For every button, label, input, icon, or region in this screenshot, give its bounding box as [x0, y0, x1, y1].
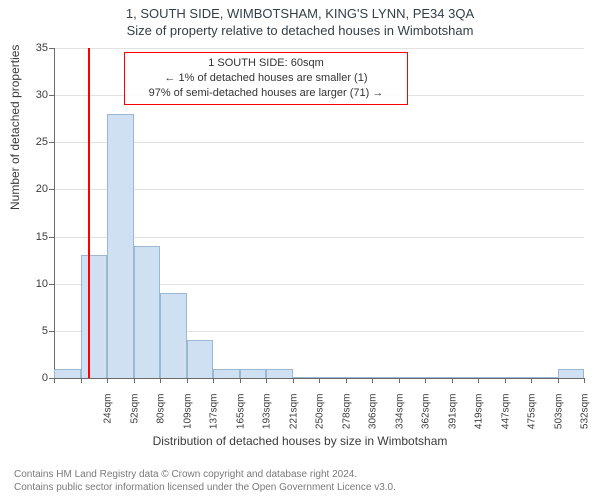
x-tick-mark	[81, 378, 82, 383]
grid-line	[54, 142, 584, 143]
x-tick-mark	[558, 378, 559, 383]
x-tick-label: 334sqm	[394, 394, 405, 444]
x-tick-label: 532sqm	[580, 394, 591, 444]
plot-region: 1 SOUTH SIDE: 60sqm← 1% of detached hous…	[54, 48, 584, 378]
histogram-bar	[160, 293, 187, 378]
histogram-bar	[399, 377, 426, 378]
x-tick-label: 391sqm	[447, 394, 458, 444]
x-tick-label: 419sqm	[474, 394, 485, 444]
histogram-bar	[293, 377, 320, 378]
histogram-bar	[478, 377, 505, 378]
x-tick-mark	[425, 378, 426, 383]
histogram-bar	[452, 377, 479, 378]
x-tick-mark	[478, 378, 479, 383]
x-tick-label: 278sqm	[341, 394, 352, 444]
histogram-bar	[54, 369, 81, 378]
x-tick-label: 109sqm	[182, 394, 193, 444]
footer-line-1: Contains HM Land Registry data © Crown c…	[14, 468, 396, 481]
y-tick-label: 25	[18, 136, 48, 148]
x-tick-label: 250sqm	[315, 394, 326, 444]
x-tick-label: 306sqm	[368, 394, 379, 444]
histogram-bar	[81, 255, 108, 378]
x-tick-mark	[584, 378, 585, 383]
y-tick-label: 30	[18, 89, 48, 101]
x-tick-label: 221sqm	[288, 394, 299, 444]
x-tick-label: 475sqm	[527, 394, 538, 444]
x-tick-mark	[213, 378, 214, 383]
x-tick-label: 165sqm	[235, 394, 246, 444]
chart-container: 1, SOUTH SIDE, WIMBOTSHAM, KING'S LYNN, …	[0, 0, 600, 500]
x-tick-mark	[372, 378, 373, 383]
x-tick-mark	[346, 378, 347, 383]
grid-line	[54, 48, 584, 49]
x-tick-label: 193sqm	[262, 394, 273, 444]
x-tick-mark	[293, 378, 294, 383]
histogram-bar	[266, 369, 293, 378]
x-tick-label: 362sqm	[421, 394, 432, 444]
info-box-line: 1 SOUTH SIDE: 60sqm	[131, 56, 401, 71]
x-tick-label: 80sqm	[156, 394, 167, 444]
histogram-bar	[134, 246, 161, 378]
x-tick-label: 503sqm	[553, 394, 564, 444]
x-tick-label: 24sqm	[103, 394, 114, 444]
y-tick-label: 10	[18, 278, 48, 290]
info-box-line: ← 1% of detached houses are smaller (1)	[131, 71, 401, 86]
x-tick-label: 137sqm	[209, 394, 220, 444]
y-tick-label: 20	[18, 183, 48, 195]
histogram-bar	[531, 377, 558, 378]
page-title: 1, SOUTH SIDE, WIMBOTSHAM, KING'S LYNN, …	[0, 0, 600, 21]
x-tick-mark	[54, 378, 55, 383]
info-box-line: 97% of semi-detached houses are larger (…	[131, 86, 401, 101]
property-marker-line	[88, 48, 90, 378]
x-tick-mark	[452, 378, 453, 383]
histogram-bar	[372, 377, 399, 378]
x-tick-mark	[160, 378, 161, 383]
histogram-bar	[505, 377, 532, 378]
y-tick-label: 0	[18, 372, 48, 384]
grid-line	[54, 189, 584, 190]
x-tick-mark	[240, 378, 241, 383]
histogram-bar	[187, 340, 214, 378]
histogram-bar	[558, 369, 585, 378]
chart-subtitle: Size of property relative to detached ho…	[0, 21, 600, 42]
histogram-bar	[240, 369, 267, 378]
histogram-bar	[319, 377, 346, 378]
histogram-bar	[213, 369, 240, 378]
footer-line-2: Contains public sector information licen…	[14, 481, 396, 494]
x-tick-mark	[319, 378, 320, 383]
x-tick-mark	[399, 378, 400, 383]
x-tick-mark	[531, 378, 532, 383]
x-tick-mark	[187, 378, 188, 383]
info-box: 1 SOUTH SIDE: 60sqm← 1% of detached hous…	[124, 52, 408, 105]
x-tick-label: 52sqm	[129, 394, 140, 444]
histogram-bar	[346, 377, 373, 378]
x-tick-mark	[107, 378, 108, 383]
x-tick-mark	[505, 378, 506, 383]
grid-line	[54, 237, 584, 238]
x-tick-mark	[266, 378, 267, 383]
y-tick-label: 15	[18, 231, 48, 243]
footer-attribution: Contains HM Land Registry data © Crown c…	[14, 468, 396, 494]
x-tick-mark	[134, 378, 135, 383]
histogram-bar	[425, 377, 452, 378]
x-tick-label: 447sqm	[500, 394, 511, 444]
y-axis	[54, 48, 55, 378]
y-tick-label: 35	[18, 42, 48, 54]
y-tick-label: 5	[18, 325, 48, 337]
histogram-bar	[107, 114, 134, 378]
chart-area: 1 SOUTH SIDE: 60sqm← 1% of detached hous…	[54, 48, 584, 378]
